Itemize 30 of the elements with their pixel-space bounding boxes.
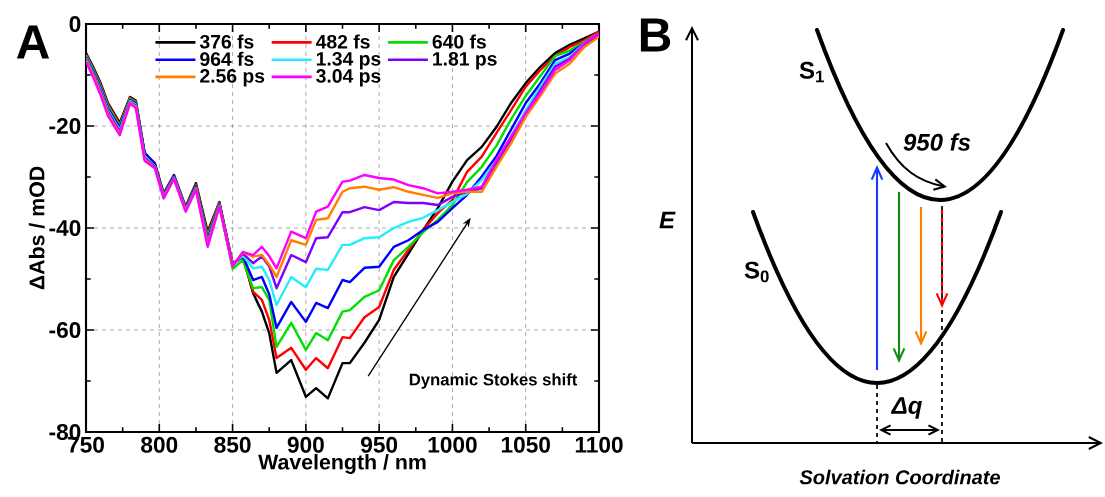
annotation: Dynamic Stokes shift <box>409 373 578 389</box>
legend-label: 376 fs <box>199 34 254 49</box>
text: Solvation Coordinate <box>799 469 1001 485</box>
y-tick-label: -20 <box>49 117 81 135</box>
x-axis-title: Wavelength / nm <box>258 453 426 474</box>
text: E <box>659 211 676 229</box>
chart-title: A <box>16 25 50 59</box>
y-tick-label: -60 <box>49 321 81 339</box>
legend-label: 640 fs <box>432 34 486 49</box>
text: 950 fs <box>903 133 971 151</box>
legend-label: 482 fs <box>315 34 370 49</box>
legend-label: 1.81 ps <box>433 51 497 70</box>
text: S$_{1}$ <box>799 61 824 83</box>
x-tick-label: 850 <box>214 436 251 453</box>
y-tick-label: 0 <box>69 15 81 33</box>
text: S$_{0}$ <box>744 261 769 283</box>
x-tick-label: 800 <box>141 436 178 453</box>
legend-label: 2.56 ps <box>200 69 265 87</box>
x-tick-label: 1000 <box>428 436 477 453</box>
text: B <box>640 18 671 52</box>
x-tick-label: 1100 <box>575 436 623 453</box>
y-axis-title: ΔAbs / mOD <box>28 166 45 290</box>
x-tick-label: 1050 <box>501 436 550 453</box>
legend-label: 3.04 ps <box>316 69 381 87</box>
legend-label: 964 fs <box>200 51 254 66</box>
text: Δq <box>890 397 922 419</box>
y-tick-label: -40 <box>49 219 81 237</box>
x-tick-label: 900 <box>287 436 324 453</box>
legend-label: 1.34 ps <box>316 51 381 70</box>
x-tick-label: 950 <box>361 436 398 453</box>
